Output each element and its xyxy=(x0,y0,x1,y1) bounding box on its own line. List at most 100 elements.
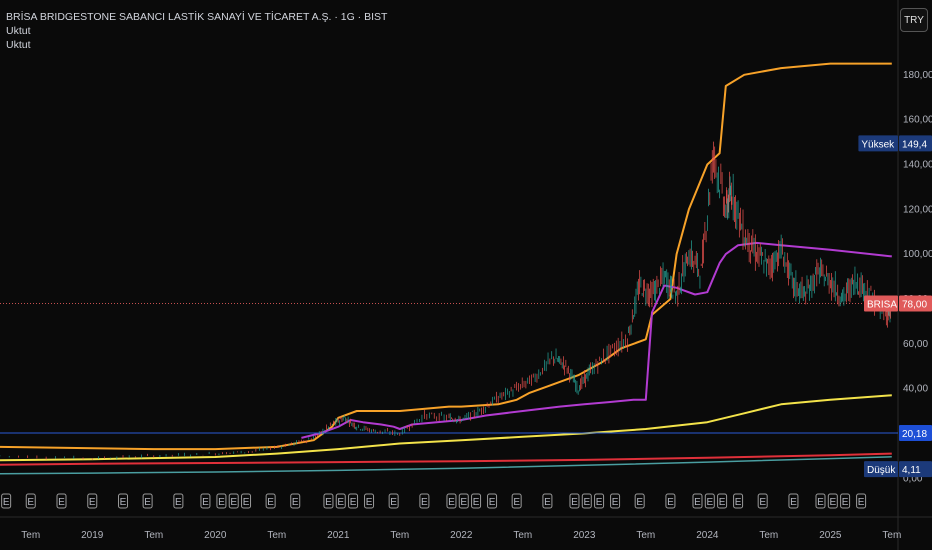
event-marker[interactable] xyxy=(25,493,36,509)
event-marker[interactable] xyxy=(692,493,703,509)
event-marker[interactable] xyxy=(487,493,498,509)
y-tick-label: 0,00 xyxy=(903,473,923,484)
event-marker-label: E xyxy=(694,497,701,508)
event-marker[interactable] xyxy=(569,493,580,509)
event-marker[interactable] xyxy=(265,493,276,509)
symbol-title[interactable]: BRİSA BRIDGESTONE SABANCI LASTİK SANAYİ … xyxy=(6,11,388,23)
x-tick-label: Tem xyxy=(636,530,655,541)
y-tick-label: 180,00 xyxy=(903,70,932,81)
price-tag-value-box[interactable] xyxy=(899,425,932,442)
event-marker[interactable] xyxy=(228,493,239,509)
event-marker[interactable] xyxy=(594,493,605,509)
event-marker-label: E xyxy=(58,497,65,508)
x-tick-label: Tem xyxy=(390,530,409,541)
currency-button[interactable]: TRY xyxy=(900,8,928,32)
event-marker-label: E xyxy=(842,497,849,508)
event-marker[interactable] xyxy=(87,493,98,509)
event-marker-label: E xyxy=(243,497,250,508)
event-marker[interactable] xyxy=(733,493,744,509)
event-marker[interactable] xyxy=(200,493,211,509)
event-marker-label: E xyxy=(89,497,96,508)
event-marker-label: E xyxy=(3,497,10,508)
event-marker[interactable] xyxy=(511,493,522,509)
event-marker-label: E xyxy=(612,497,619,508)
upper-band-series[interactable] xyxy=(0,62,892,451)
event-marker[interactable] xyxy=(827,493,838,509)
y-tick-label: 100,00 xyxy=(903,249,932,260)
event-marker[interactable] xyxy=(118,493,129,509)
event-marker[interactable] xyxy=(704,493,715,509)
price-tag-value: 20,18 xyxy=(902,429,927,440)
event-marker-label: E xyxy=(571,497,578,508)
event-marker[interactable] xyxy=(840,493,851,509)
price-tag-label-box[interactable] xyxy=(864,295,898,312)
event-marker[interactable] xyxy=(173,493,184,509)
event-marker-label: E xyxy=(790,497,797,508)
red-line-series[interactable] xyxy=(0,452,892,466)
event-marker-label: E xyxy=(583,497,590,508)
event-marker[interactable] xyxy=(610,493,621,509)
event-marker-label: E xyxy=(719,497,726,508)
x-tick-label: 2020 xyxy=(204,530,227,541)
event-marker-label: E xyxy=(325,497,332,508)
event-marker-label: E xyxy=(267,497,274,508)
teal-line-series[interactable] xyxy=(0,456,892,475)
event-marker-label: E xyxy=(120,497,127,508)
event-marker-label: E xyxy=(817,497,824,508)
event-marker[interactable] xyxy=(634,493,645,509)
event-marker[interactable] xyxy=(290,493,301,509)
price-tag-value-box[interactable] xyxy=(899,295,932,312)
event-marker-label: E xyxy=(460,497,467,508)
event-marker[interactable] xyxy=(458,493,469,509)
event-marker[interactable] xyxy=(348,493,359,509)
event-marker[interactable] xyxy=(241,493,252,509)
event-marker-label: E xyxy=(829,497,836,508)
purple-line-series[interactable] xyxy=(301,241,892,439)
price-tag-value-box[interactable] xyxy=(899,135,932,152)
event-marker[interactable] xyxy=(757,493,768,509)
indicator-legend-2[interactable]: Uktut xyxy=(6,39,31,51)
event-marker[interactable] xyxy=(335,493,346,509)
event-marker[interactable] xyxy=(717,493,728,509)
event-marker[interactable] xyxy=(542,493,553,509)
event-marker[interactable] xyxy=(1,493,12,509)
indicator-legend-1[interactable]: Uktut xyxy=(6,25,31,37)
event-marker[interactable] xyxy=(815,493,826,509)
event-marker[interactable] xyxy=(665,493,676,509)
event-marker[interactable] xyxy=(471,493,482,509)
price-tag-value-box[interactable] xyxy=(899,461,932,478)
event-marker[interactable] xyxy=(323,493,334,509)
x-tick-label: Tem xyxy=(144,530,163,541)
price-tag-label-box[interactable] xyxy=(858,135,898,152)
event-marker-label: E xyxy=(858,497,865,508)
event-marker-label: E xyxy=(421,497,428,508)
event-marker-label: E xyxy=(350,497,357,508)
event-marker[interactable] xyxy=(216,493,227,509)
event-marker-label: E xyxy=(175,497,182,508)
event-marker-label: E xyxy=(230,497,237,508)
event-marker[interactable] xyxy=(788,493,799,509)
price-tag-label: Düşük xyxy=(867,465,896,476)
event-marker[interactable] xyxy=(446,493,457,509)
event-marker[interactable] xyxy=(419,493,430,509)
price-tag-label-box[interactable] xyxy=(864,461,898,478)
event-marker[interactable] xyxy=(856,493,867,509)
yellow-line-series[interactable] xyxy=(0,394,892,462)
event-marker-label: E xyxy=(390,497,397,508)
event-marker[interactable] xyxy=(581,493,592,509)
event-marker[interactable] xyxy=(142,493,153,509)
price-tag-label: BRISA xyxy=(867,299,897,310)
y-tick-label: 40,00 xyxy=(903,384,928,395)
chart-header: BRİSA BRIDGESTONE SABANCI LASTİK SANAYİ … xyxy=(6,10,387,52)
event-marker[interactable] xyxy=(364,493,375,509)
event-marker[interactable] xyxy=(56,493,67,509)
x-tick-label: Tem xyxy=(759,530,778,541)
y-tick-label: 60,00 xyxy=(903,339,928,350)
event-marker-label: E xyxy=(292,497,299,508)
event-marker-label: E xyxy=(218,497,225,508)
event-marker-label: E xyxy=(489,497,496,508)
event-marker-label: E xyxy=(759,497,766,508)
event-marker[interactable] xyxy=(388,493,399,509)
x-tick-label: Tem xyxy=(513,530,532,541)
